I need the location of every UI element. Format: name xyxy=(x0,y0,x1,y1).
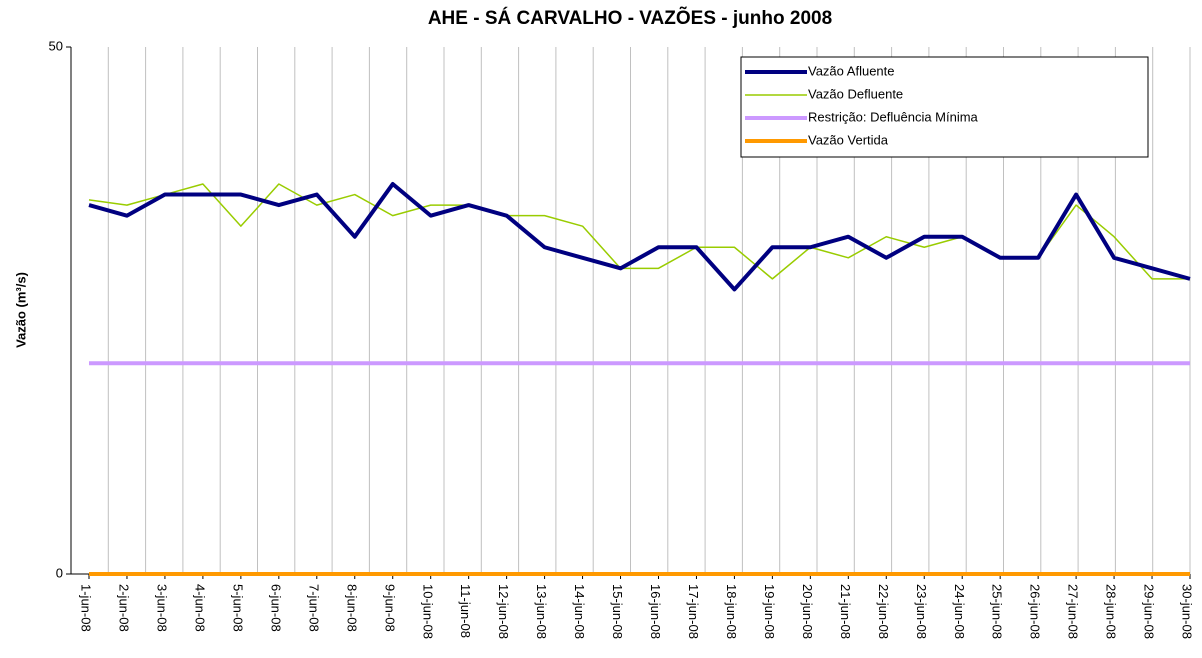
x-tick-label: 12-jun-08 xyxy=(496,584,511,639)
x-tick-label: 28-jun-08 xyxy=(1104,584,1119,639)
x-tick-label: 15-jun-08 xyxy=(610,584,625,639)
x-tick-label: 16-jun-08 xyxy=(648,584,663,639)
x-tick-label: 13-jun-08 xyxy=(534,584,549,639)
series-line xyxy=(88,182,1191,292)
x-tick-label: 30-jun-08 xyxy=(1180,584,1195,639)
x-tick-label: 8-jun-08 xyxy=(344,584,359,632)
x-tick-label: 4-jun-08 xyxy=(192,584,207,632)
x-tick-label: 26-jun-08 xyxy=(1028,584,1043,639)
legend-label: Restrição: Defluência Mínima xyxy=(808,109,979,124)
x-tick-label: 5-jun-08 xyxy=(230,584,245,632)
x-tick-label: 7-jun-08 xyxy=(306,584,321,632)
y-axis-label: Vazão (m³/s) xyxy=(13,272,28,348)
x-tick-label: 25-jun-08 xyxy=(990,584,1005,639)
x-tick-label: 11-jun-08 xyxy=(458,584,473,638)
x-tick-label: 17-jun-08 xyxy=(686,584,701,639)
x-tick-label: 2-jun-08 xyxy=(117,584,132,632)
x-tick-label: 9-jun-08 xyxy=(382,584,397,632)
x-tick-label: 6-jun-08 xyxy=(268,584,283,632)
x-tick-label: 29-jun-08 xyxy=(1142,584,1157,639)
x-tick-label: 10-jun-08 xyxy=(420,584,435,639)
x-tick-label: 20-jun-08 xyxy=(800,584,815,639)
legend-box xyxy=(740,56,1149,158)
x-tick-label: 24-jun-08 xyxy=(952,584,967,639)
x-tick-label: 1-jun-08 xyxy=(79,584,94,632)
x-tick-label: 27-jun-08 xyxy=(1066,584,1081,639)
legend-label: Vazão Vertida xyxy=(808,132,889,147)
x-tick-label: 23-jun-08 xyxy=(914,584,929,639)
x-tick-label: 14-jun-08 xyxy=(572,584,587,639)
x-tick-label: 21-jun-08 xyxy=(838,584,853,639)
legend-label: Vazão Afluente xyxy=(808,63,895,78)
x-tick-label: 19-jun-08 xyxy=(762,584,777,639)
x-tick-label: 3-jun-08 xyxy=(154,584,169,632)
y-tick-label: 50 xyxy=(49,38,63,53)
legend-label: Vazão Defluente xyxy=(808,86,903,101)
x-tick-label: 18-jun-08 xyxy=(724,584,739,639)
chart-title: AHE - SÁ CARVALHO - VAZÕES - junho 2008 xyxy=(428,7,832,29)
y-tick-label: 0 xyxy=(56,565,63,580)
x-tick-label: 22-jun-08 xyxy=(876,584,891,639)
